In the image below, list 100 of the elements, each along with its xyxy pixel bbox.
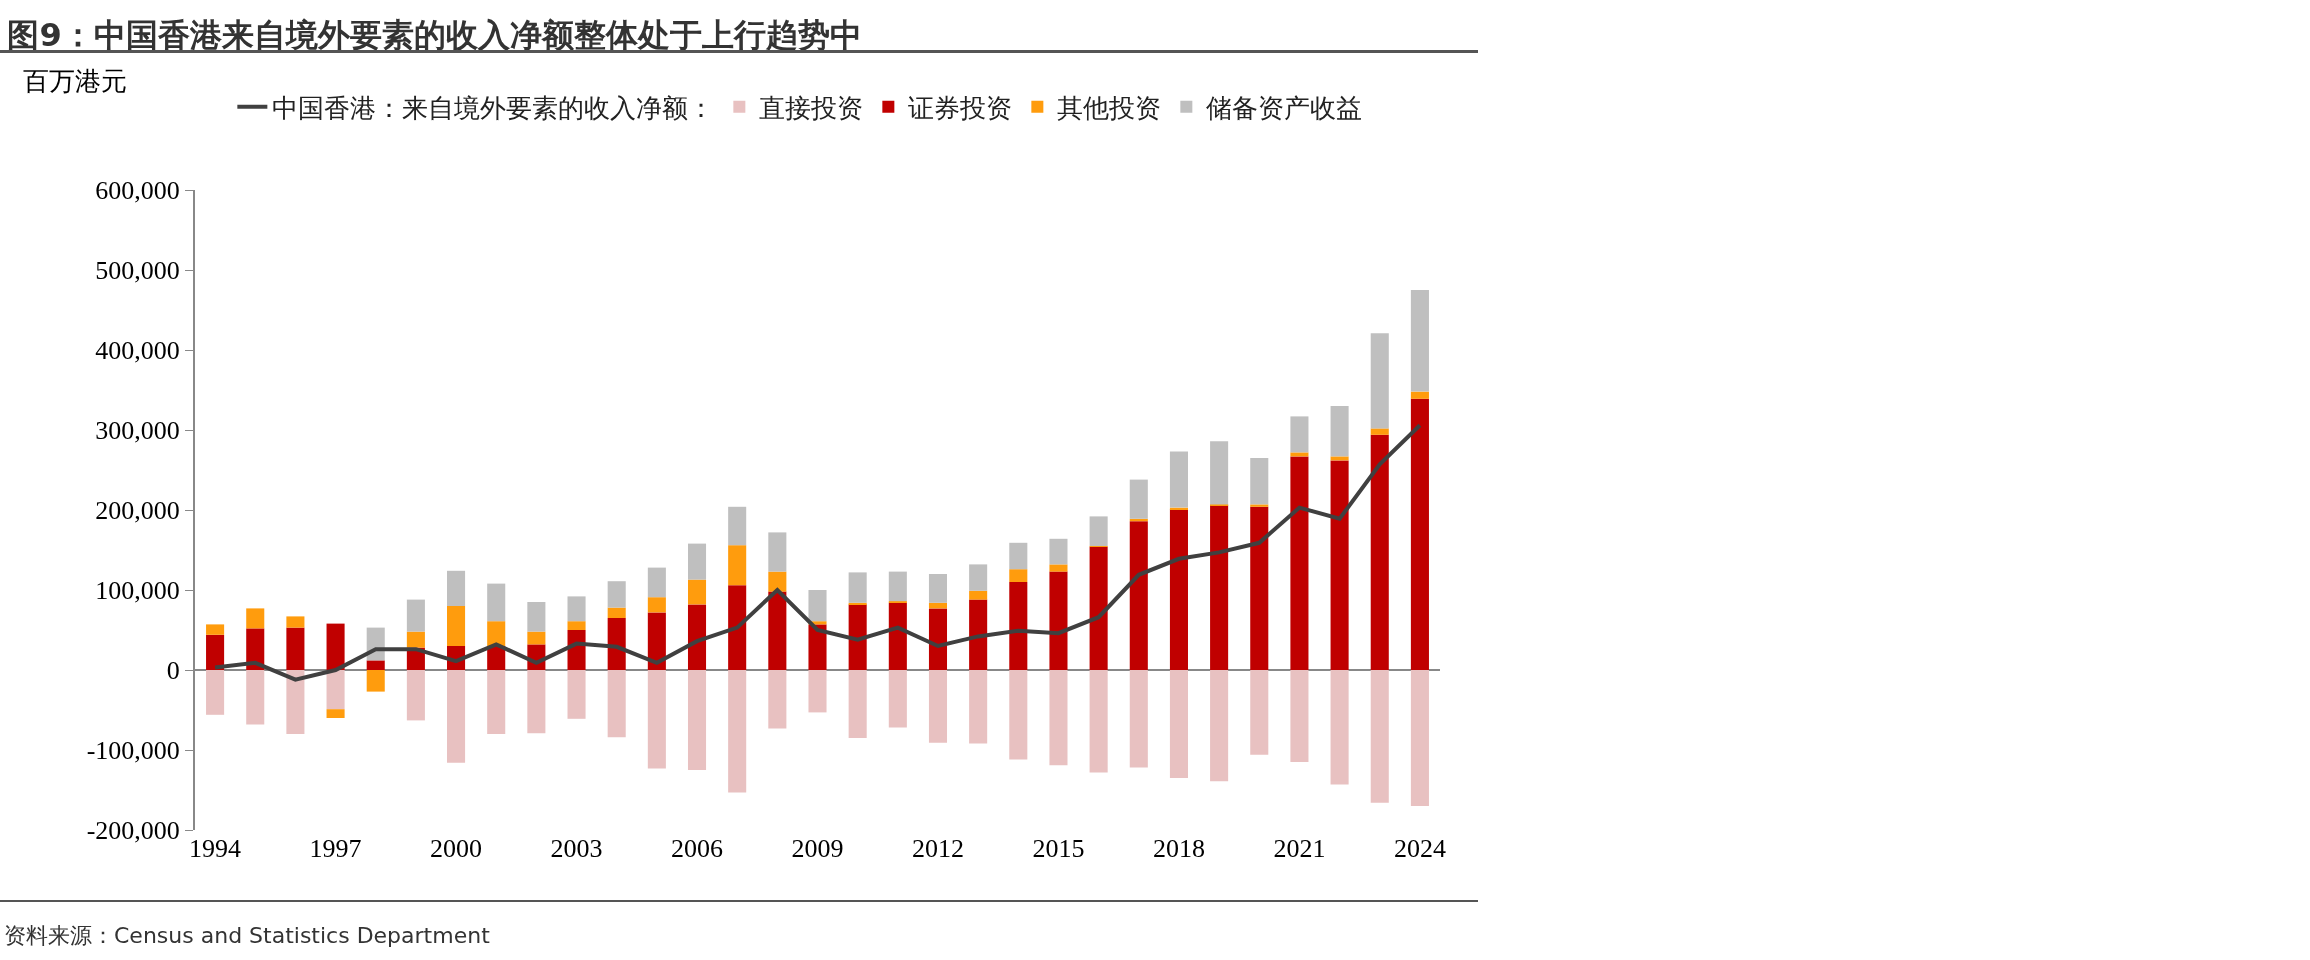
bar [1210, 441, 1229, 505]
bar [1129, 479, 1148, 519]
bar [406, 599, 425, 632]
bar [1049, 670, 1068, 766]
bar [687, 604, 707, 670]
bar [447, 670, 466, 763]
bar [969, 590, 988, 600]
bar [1210, 670, 1229, 782]
bar [1370, 428, 1389, 435]
y-tick-label: -200,000 [86, 816, 180, 846]
bar [607, 581, 626, 608]
bar [286, 670, 305, 734]
bar [1330, 456, 1349, 461]
legend-label: 储备资产收益 [1206, 92, 1363, 123]
x-tick-label: 2021 [1273, 834, 1326, 863]
y-tick-label: 600,000 [95, 176, 180, 206]
bar [1049, 564, 1068, 572]
y-tick-label: 0 [166, 656, 180, 686]
y-axis-title: 百万港元 [23, 67, 127, 96]
chart-title: 图9：中国香港来自境外要素的收入净额整体处于上行趋势中 [7, 16, 862, 55]
bar [1410, 398, 1429, 670]
bar [928, 608, 948, 670]
x-tick-label: 2015 [1032, 834, 1085, 863]
bar [687, 543, 707, 580]
bar [1089, 516, 1108, 546]
x-tick-label: 2012 [911, 834, 964, 863]
x-tick-label: 1994 [189, 834, 242, 863]
bar [687, 579, 707, 605]
bar [286, 616, 305, 628]
bar [728, 506, 747, 546]
bar [728, 670, 747, 793]
bar [607, 670, 626, 738]
bar [406, 631, 425, 648]
y-tick-label: 300,000 [95, 416, 180, 446]
bar [246, 608, 265, 629]
bar [768, 670, 787, 729]
bar [808, 624, 827, 670]
bar [848, 670, 867, 738]
bar [1330, 670, 1349, 785]
bar [768, 532, 787, 572]
bar [1089, 670, 1108, 773]
x-tick-label: 1997 [309, 834, 362, 863]
bar [567, 670, 586, 719]
text: 资料来源：Census and Statistics Department [4, 923, 491, 948]
x-tick-label: 2006 [671, 834, 724, 863]
bar [1370, 333, 1389, 429]
y-tick-label: 200,000 [95, 496, 180, 526]
bar [567, 596, 586, 622]
bar [1410, 290, 1429, 392]
bar [487, 670, 506, 734]
legend-label: 其他投资 [1057, 92, 1162, 123]
bar [447, 570, 466, 606]
bar [447, 606, 466, 646]
bar [1169, 509, 1188, 670]
bar [1169, 451, 1188, 508]
bar [1129, 521, 1148, 670]
bar [206, 670, 225, 715]
bar [1250, 670, 1269, 755]
bar [1290, 452, 1309, 457]
x-tick-label: 2009 [791, 834, 844, 863]
bar [326, 709, 345, 718]
bar [928, 574, 948, 603]
bar [969, 599, 988, 670]
bar [406, 670, 425, 721]
y-tick-label: 100,000 [95, 576, 180, 606]
bar [1009, 569, 1028, 582]
bar [848, 604, 867, 670]
bar [1169, 670, 1188, 778]
legend-label: 直接投资 [759, 92, 864, 123]
bar [1250, 504, 1269, 507]
bar [888, 602, 907, 670]
bar [607, 607, 626, 618]
bar [366, 670, 385, 692]
bar [366, 660, 385, 670]
bar [728, 545, 747, 586]
bar [1089, 546, 1108, 670]
bar [246, 670, 265, 725]
bar [487, 621, 506, 646]
legend-label: 证券投资 [908, 92, 1013, 123]
bar [1129, 670, 1148, 768]
bar [206, 634, 225, 670]
bar [969, 564, 988, 591]
bar [848, 602, 867, 605]
bar [647, 567, 666, 598]
bar [567, 621, 586, 630]
bar [687, 670, 707, 770]
bar [1410, 670, 1429, 806]
bar [1049, 538, 1068, 565]
bar [1410, 391, 1429, 399]
bar [326, 623, 345, 670]
legend-label: 中国香港：来自境外要素的收入净额： [272, 92, 715, 123]
bar [1250, 506, 1269, 670]
bar [888, 670, 907, 728]
bar [768, 591, 787, 670]
bar [647, 670, 666, 769]
y-tick-label: -100,000 [86, 736, 180, 766]
bar [728, 585, 747, 670]
bar [1049, 571, 1068, 670]
bar [808, 670, 827, 713]
bar [1290, 416, 1309, 453]
